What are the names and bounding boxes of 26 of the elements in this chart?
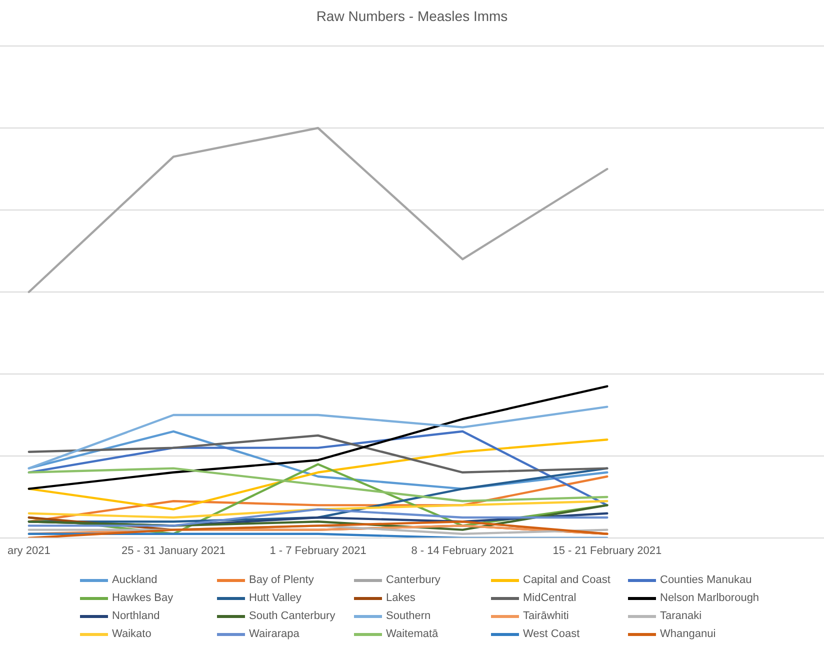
- x-tick-label: 15 - 21 February 2021: [552, 544, 662, 557]
- legend-label: Southern: [386, 610, 431, 622]
- legend-label: Lakes: [386, 592, 416, 604]
- x-tick-label: 8 - 14 February 2021: [411, 544, 514, 557]
- legend-label: Capital and Coast: [523, 574, 610, 586]
- legend-label: Bay of Plenty: [249, 574, 314, 586]
- legend-label: West Coast: [523, 628, 580, 640]
- legend-label: Tairāwhiti: [523, 610, 569, 622]
- x-tick-label: 1 - 7 February 2021: [270, 544, 366, 557]
- legend-label: Auckland: [112, 574, 158, 586]
- legend-label: Wairarapa: [249, 628, 300, 640]
- legend-label: Whanganui: [660, 628, 716, 640]
- legend-label: Waikato: [112, 628, 152, 640]
- legend-label: Waitematā: [386, 628, 438, 640]
- legend-label: South Canterbury: [249, 610, 336, 622]
- x-tick-label: 25 - 31 January 2021: [121, 544, 226, 557]
- legend-label: Counties Manukau: [660, 574, 752, 586]
- legend-label: Nelson Marlborough: [660, 592, 760, 604]
- legend-label: Hawkes Bay: [112, 592, 174, 604]
- legend-label: Canterbury: [386, 574, 440, 586]
- legend-label: Hutt Valley: [249, 592, 302, 604]
- chart-title: Raw Numbers - Measles Imms: [315, 8, 509, 24]
- legend-label: Taranaki: [660, 610, 702, 622]
- legend-label: Northland: [112, 610, 160, 622]
- legend-label: MidCentral: [523, 592, 576, 604]
- x-tick-label: ary 2021: [8, 544, 50, 557]
